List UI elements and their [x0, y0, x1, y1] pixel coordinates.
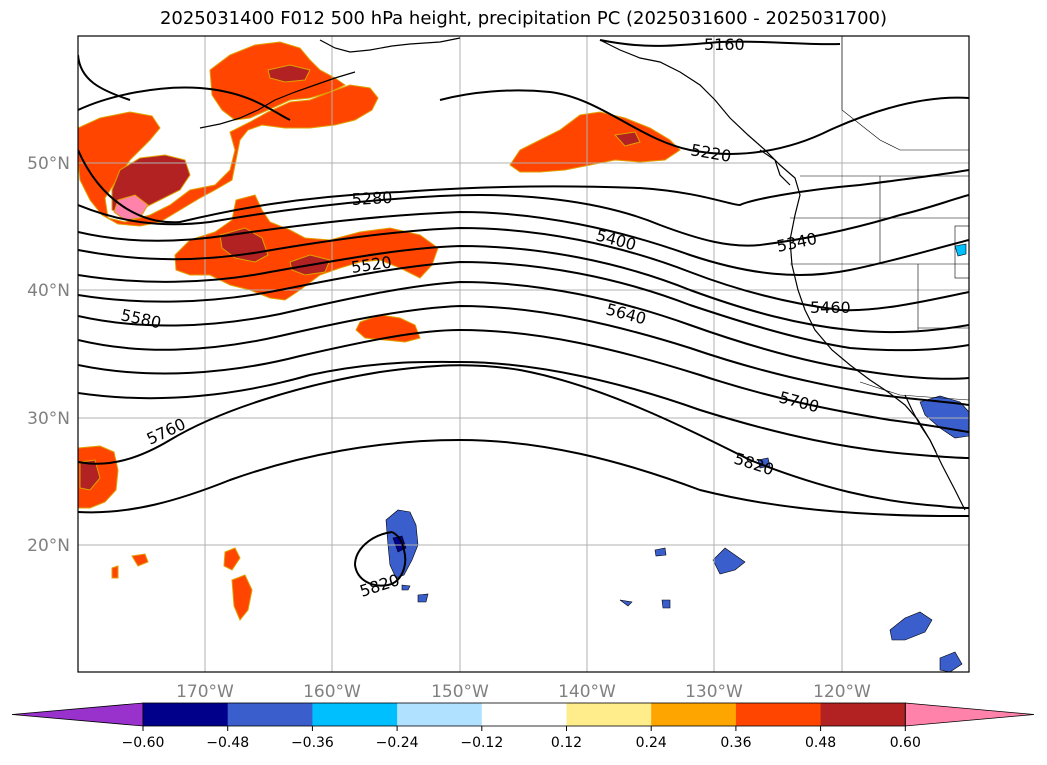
lat-label-20n: 20°N [27, 536, 70, 556]
colorbar-segment [651, 703, 737, 726]
colorbar-segment [566, 703, 652, 726]
gridlines [78, 36, 969, 672]
map-title: 2025031400 F012 500 hPa height, precipit… [159, 8, 888, 29]
colorbar-tick-label: 0.48 [805, 735, 836, 751]
colorbar-tick-label: 0.60 [890, 735, 921, 751]
colorbar-tick-label: 0.12 [551, 735, 582, 751]
colorbar-segment [481, 703, 567, 726]
height-contours [78, 39, 969, 587]
colorbar-frame [142, 702, 906, 727]
plot-frame [77, 35, 970, 673]
colorbar-segment [735, 703, 822, 726]
colorbar-segment [820, 703, 906, 726]
colorbar-tick-label: 0.36 [720, 735, 751, 751]
lat-label-30n: 30°N [27, 409, 70, 429]
precip-negative-areas [385, 243, 969, 672]
colorbar-tick-label: −0.60 [122, 735, 165, 751]
colorbar-tick-label: 0.24 [636, 735, 667, 751]
lat-label-50n: 50°N [27, 154, 70, 174]
colorbar-segment [143, 703, 229, 726]
colorbar-segment [312, 703, 398, 726]
colorbar: −0.60 −0.48 −0.36 −0.24 −0.12 0.12 0.24 0.36 0.4… [11, 702, 1035, 751]
lon-label-150w: 150°W [431, 682, 489, 702]
contour-label-5460: 5460 [810, 298, 851, 317]
latitude-labels: 50°N 40°N 30°N 20°N [27, 154, 70, 556]
colorbar-tick-label: −0.12 [460, 735, 503, 751]
colorbar-extend-high [904, 702, 1035, 727]
colorbar-tick-label: −0.36 [291, 735, 334, 751]
lon-label-120w: 120°W [813, 682, 871, 702]
lon-label-160w: 160°W [303, 682, 361, 702]
lon-label-170w: 170°W [176, 682, 234, 702]
lat-label-40n: 40°N [27, 281, 70, 301]
lon-label-140w: 140°W [558, 682, 616, 702]
contour-label-5160: 5160 [704, 35, 745, 54]
colorbar-tick-label: −0.24 [376, 735, 419, 751]
colorbar-extend-low [11, 702, 144, 727]
precip-positive-areas [78, 41, 681, 621]
longitude-labels: 170°W 160°W 150°W 140°W 130°W 120°W [176, 682, 871, 702]
lon-label-130w: 130°W [685, 682, 743, 702]
contour-label-5280: 5280 [351, 188, 393, 209]
colorbar-tick-label: −0.48 [206, 735, 249, 751]
plot-area: 5160 5220 5280 5340 5400 5460 5520 5580 … [78, 35, 969, 672]
colorbar-segment [227, 703, 313, 726]
colorbar-segment [397, 703, 483, 726]
